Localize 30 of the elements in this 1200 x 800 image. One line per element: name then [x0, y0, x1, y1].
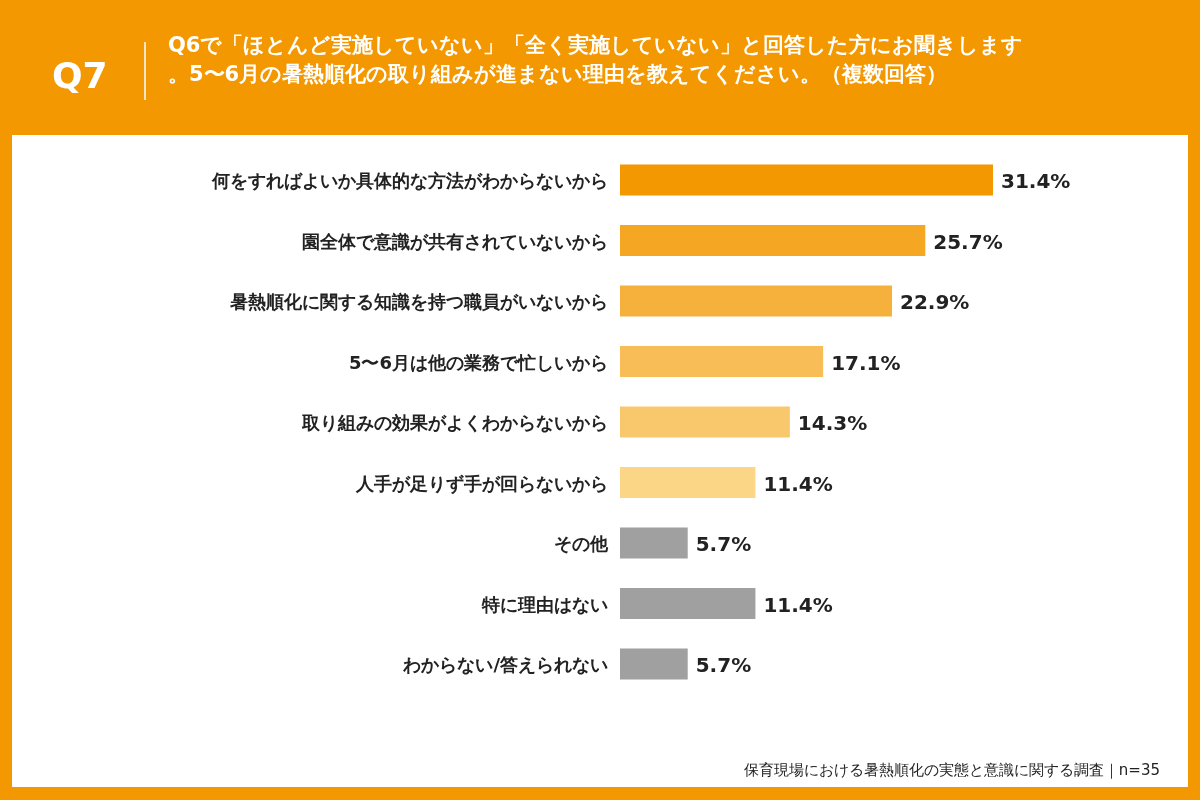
y-tick-label: 5〜6月は他の業務で忙しいから	[348, 351, 608, 373]
bar	[620, 648, 688, 680]
y-tick-label: 人手が足りず手が回らないから	[355, 472, 608, 495]
data-label: 5.7%	[695, 532, 752, 556]
bar	[620, 406, 790, 438]
chart-title: Q6で「ほとんど実施していない」「全く実施していない」と回答した方にお聞きします。5〜6月の暑熱順化の取り組みが進まない理由を教えてください。（複数回答）	[168, 33, 1024, 86]
bar	[620, 225, 926, 256]
data-label: 31.4%	[1001, 169, 1071, 193]
y-tick-label: その他	[554, 533, 609, 554]
bar	[620, 588, 756, 619]
y-tick-label: 何をすればよいか具体的な方法がわからないから	[211, 170, 608, 191]
data-label: 14.3%	[797, 411, 868, 435]
text: 保育現場における暑熱順化の実態と意識に関する調査｜n=35	[743, 761, 1160, 779]
bar	[620, 467, 756, 498]
data-label: 5.7%	[695, 653, 752, 677]
data-label: 25.7%	[933, 229, 1003, 254]
bar	[620, 164, 993, 196]
bar	[620, 346, 824, 377]
y-tick-label: 園全体で意識が共有されていないから	[302, 230, 608, 252]
bar	[620, 285, 893, 317]
y-tick-label: わからない/答えられない	[402, 654, 608, 675]
y-tick-label: 暑熱順化に関する知識を持つ職員がいないから	[229, 291, 608, 312]
data-label: 11.4%	[763, 592, 833, 617]
bar	[620, 527, 688, 559]
text: Q7	[52, 55, 108, 96]
y-tick-label: 特に理由はない	[481, 593, 608, 615]
data-label: 22.9%	[900, 290, 970, 314]
data-label: 11.4%	[763, 471, 833, 496]
data-label: 17.1%	[831, 350, 901, 375]
y-tick-label: 取り組みの効果がよくわからないから	[301, 412, 608, 433]
